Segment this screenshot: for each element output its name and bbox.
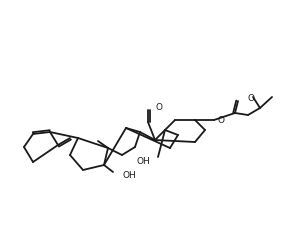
Text: OH: OH <box>136 157 150 167</box>
Text: O: O <box>155 102 162 111</box>
Text: OH: OH <box>122 171 136 180</box>
Text: O: O <box>247 94 254 102</box>
Text: O: O <box>218 115 224 125</box>
